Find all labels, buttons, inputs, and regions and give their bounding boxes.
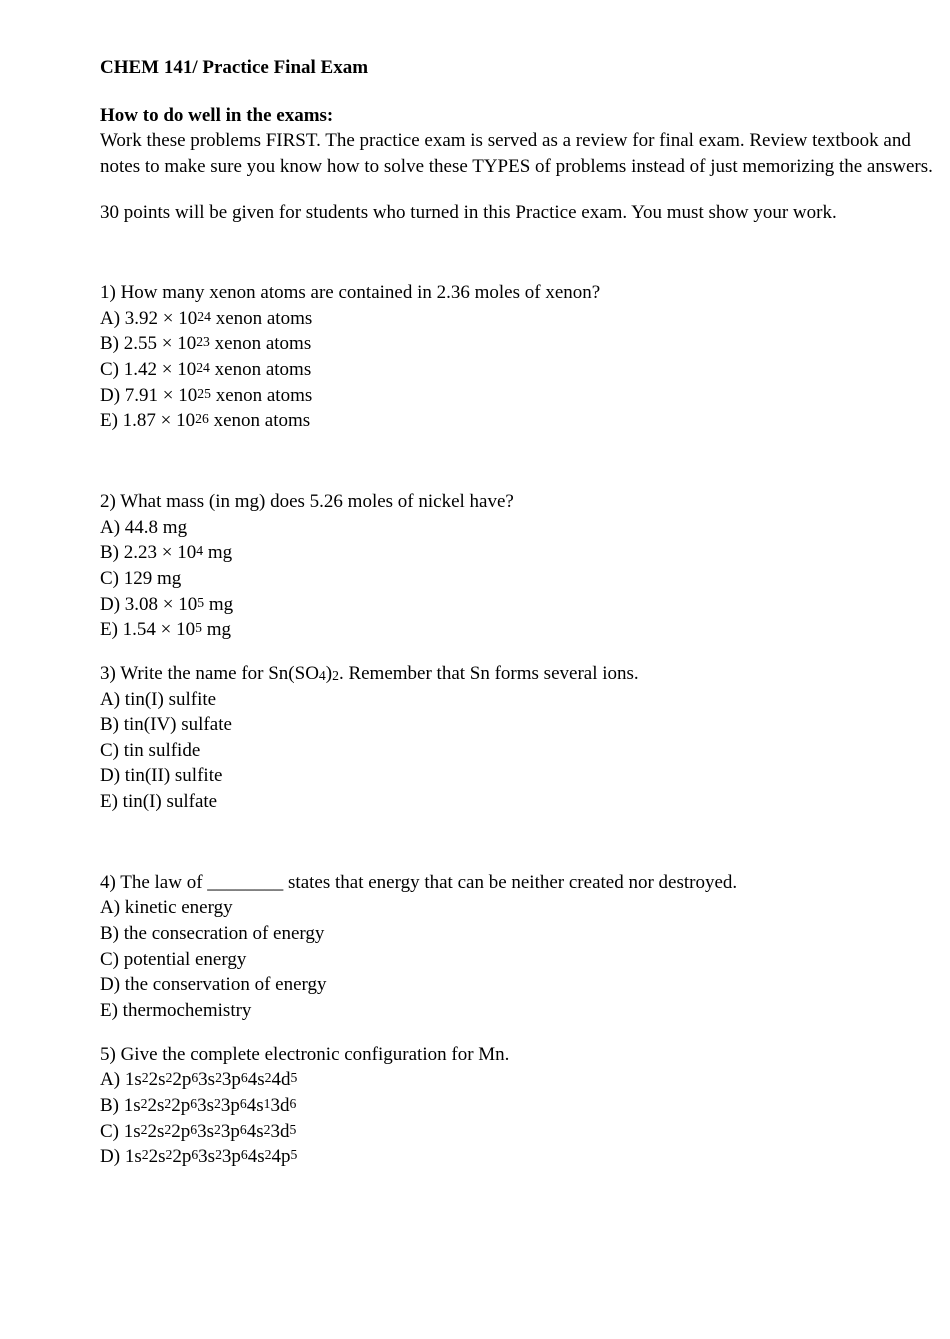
answer-option: E) tin(I) sulfate [100, 789, 950, 815]
question-text: 5) Give the complete electronic configur… [100, 1042, 950, 1068]
answer-option: A) 1s22s22p63s23p64s24d5 [100, 1067, 950, 1093]
question-text: 4) The law of ________ states that energ… [100, 870, 950, 896]
answer-option: A) 44.8 mg [100, 515, 950, 541]
intro-subtitle: How to do well in the exams: [100, 105, 333, 126]
question-text: 2) What mass (in mg) does 5.26 moles of … [100, 489, 950, 515]
answer-option: C) 129 mg [100, 566, 950, 592]
answer-option: A) 3.92 × 1024 xenon atoms [100, 306, 950, 332]
answer-option: B) 2.55 × 1023 xenon atoms [100, 331, 950, 357]
question-block: 2) What mass (in mg) does 5.26 moles of … [100, 489, 950, 643]
answer-option: D) the conservation of energy [100, 972, 950, 998]
points-paragraph: 30 points will be given for students who… [100, 200, 950, 226]
question-block: 1) How many xenon atoms are contained in… [100, 280, 950, 434]
answer-option: E) thermochemistry [100, 998, 950, 1024]
answer-option: B) the consecration of energy [100, 921, 950, 947]
answer-option: E) 1.54 × 105 mg [100, 617, 950, 643]
answer-option: A) tin(I) sulfite [100, 687, 950, 713]
answer-option: C) 1s22s22p63s23p64s23d5 [100, 1119, 950, 1145]
intro-paragraph: How to do well in the exams: Work these … [100, 103, 950, 180]
answer-option: D) 1s22s22p63s23p64s24p5 [100, 1144, 950, 1170]
questions-list: 1) How many xenon atoms are contained in… [100, 280, 950, 1170]
answer-option: A) kinetic energy [100, 895, 950, 921]
page-title: CHEM 141/ Practice Final Exam [100, 55, 950, 81]
answer-option: B) 2.23 × 104 mg [100, 540, 950, 566]
answer-option: C) tin sulfide [100, 738, 950, 764]
answer-option: B) 1s22s22p63s23p64s13d6 [100, 1093, 950, 1119]
answer-option: B) tin(IV) sulfate [100, 712, 950, 738]
answer-option: D) 7.91 × 1025 xenon atoms [100, 383, 950, 409]
answer-option: C) 1.42 × 1024 xenon atoms [100, 357, 950, 383]
answer-option: C) potential energy [100, 947, 950, 973]
intro-text: Work these problems FIRST. The practice … [100, 130, 933, 177]
question-text: 3) Write the name for Sn(SO4)2. Remember… [100, 661, 950, 687]
question-block: 3) Write the name for Sn(SO4)2. Remember… [100, 661, 950, 815]
question-block: 5) Give the complete electronic configur… [100, 1042, 950, 1170]
answer-option: E) 1.87 × 1026 xenon atoms [100, 408, 950, 434]
answer-option: D) tin(II) sulfite [100, 763, 950, 789]
answer-option: D) 3.08 × 105 mg [100, 592, 950, 618]
question-text: 1) How many xenon atoms are contained in… [100, 280, 950, 306]
question-block: 4) The law of ________ states that energ… [100, 870, 950, 1024]
